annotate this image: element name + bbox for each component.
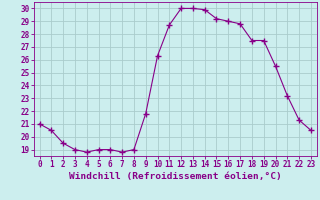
X-axis label: Windchill (Refroidissement éolien,°C): Windchill (Refroidissement éolien,°C) xyxy=(69,172,282,181)
